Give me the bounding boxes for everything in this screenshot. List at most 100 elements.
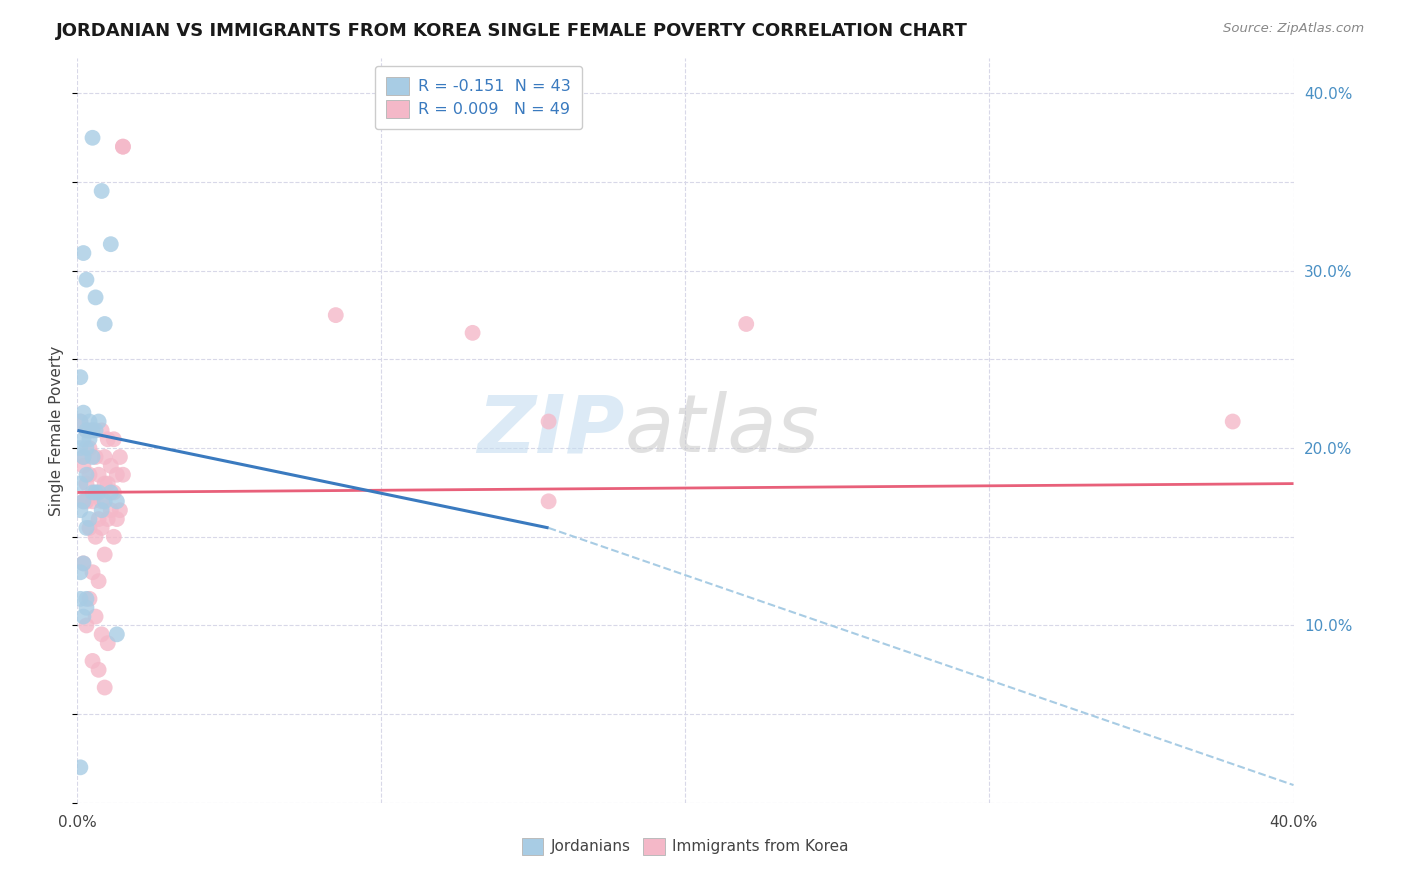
Point: [87, 485, 110, 500]
Point: [72, 557, 94, 571]
Point: [1222, 415, 1244, 429]
Point: [72, 557, 94, 571]
Point: [90, 184, 112, 198]
Point: [93, 450, 115, 464]
Point: [100, 503, 122, 517]
Point: [84, 450, 107, 464]
Text: ZIP: ZIP: [477, 392, 624, 469]
Point: [84, 530, 107, 544]
Y-axis label: Single Female Poverty: Single Female Poverty: [49, 345, 65, 516]
Point: [461, 326, 484, 340]
Point: [87, 415, 110, 429]
Point: [79, 591, 101, 606]
Point: [82, 450, 104, 464]
Point: [79, 467, 101, 482]
Text: atlas: atlas: [624, 392, 820, 469]
Point: [84, 609, 107, 624]
Point: [82, 654, 104, 668]
Point: [105, 512, 128, 526]
Point: [87, 574, 110, 588]
Point: [82, 424, 104, 438]
Point: [93, 681, 115, 695]
Point: [75, 600, 97, 615]
Point: [90, 503, 112, 517]
Point: [93, 548, 115, 562]
Point: [69, 370, 91, 384]
Point: [79, 521, 101, 535]
Point: [103, 530, 125, 544]
Point: [537, 494, 560, 508]
Point: [75, 476, 97, 491]
Point: [75, 494, 97, 508]
Point: [69, 760, 91, 774]
Point: [84, 485, 107, 500]
Point: [69, 476, 91, 491]
Point: [79, 415, 101, 429]
Point: [75, 467, 97, 482]
Point: [82, 130, 104, 145]
Point: [87, 467, 110, 482]
Point: [79, 441, 101, 455]
Point: [90, 494, 112, 508]
Point: [82, 424, 104, 438]
Point: [735, 317, 758, 331]
Point: [111, 139, 134, 153]
Point: [82, 485, 104, 500]
Point: [108, 503, 131, 517]
Point: [111, 467, 134, 482]
Point: [69, 591, 91, 606]
Point: [72, 432, 94, 446]
Point: [108, 450, 131, 464]
Point: [72, 246, 94, 260]
Point: [325, 308, 347, 322]
Point: [100, 458, 122, 473]
Point: [84, 485, 107, 500]
Point: [87, 663, 110, 677]
Point: [97, 432, 120, 446]
Point: [100, 237, 122, 252]
Point: [90, 627, 112, 641]
Point: [537, 415, 560, 429]
Point: [72, 450, 94, 464]
Point: [97, 636, 120, 650]
Point: [75, 424, 97, 438]
Point: [93, 494, 115, 508]
Point: [69, 503, 91, 517]
Point: [72, 494, 94, 508]
Point: [72, 450, 94, 464]
Point: [103, 485, 125, 500]
Point: [93, 476, 115, 491]
Point: [69, 441, 91, 455]
Point: [72, 406, 94, 420]
Point: [72, 458, 94, 473]
Point: [75, 591, 97, 606]
Point: [97, 476, 120, 491]
Point: [84, 424, 107, 438]
Point: [79, 512, 101, 526]
Point: [75, 424, 97, 438]
Point: [69, 566, 91, 580]
Point: [90, 521, 112, 535]
Point: [100, 485, 122, 500]
Point: [111, 139, 134, 153]
Legend: Jordanians, Immigrants from Korea: Jordanians, Immigrants from Korea: [515, 830, 856, 863]
Point: [105, 627, 128, 641]
Point: [93, 317, 115, 331]
Text: JORDANIAN VS IMMIGRANTS FROM KOREA SINGLE FEMALE POVERTY CORRELATION CHART: JORDANIAN VS IMMIGRANTS FROM KOREA SINGL…: [56, 22, 969, 40]
Point: [72, 494, 94, 508]
Point: [84, 290, 107, 304]
Point: [79, 424, 101, 438]
Point: [75, 618, 97, 632]
Point: [87, 512, 110, 526]
Point: [79, 432, 101, 446]
Point: [97, 512, 120, 526]
Point: [82, 566, 104, 580]
Point: [69, 415, 91, 429]
Text: Source: ZipAtlas.com: Source: ZipAtlas.com: [1223, 22, 1364, 36]
Point: [69, 415, 91, 429]
Point: [103, 432, 125, 446]
Point: [75, 441, 97, 455]
Point: [75, 273, 97, 287]
Point: [90, 424, 112, 438]
Point: [75, 521, 97, 535]
